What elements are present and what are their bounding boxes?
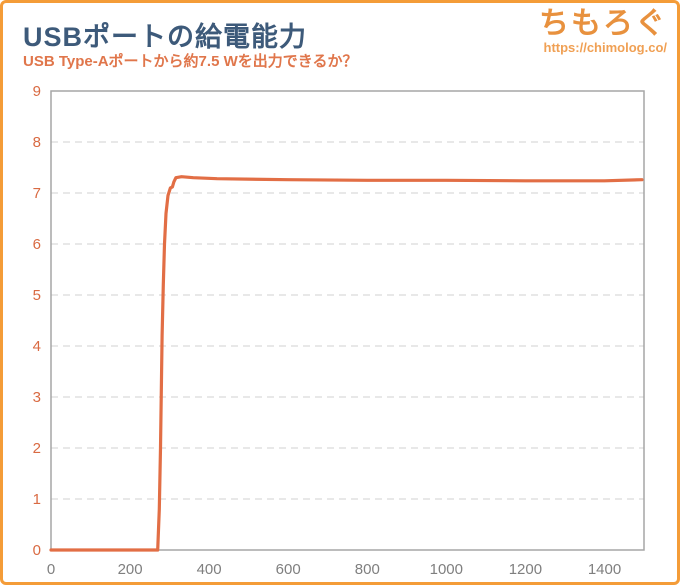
y-tick-label: 1: [33, 491, 41, 508]
site-url: https://chimolog.co/: [543, 40, 668, 55]
y-tick-label: 2: [33, 440, 41, 457]
y-tick-label: 8: [33, 134, 41, 151]
x-tick-label: 800: [355, 561, 380, 578]
y-tick-label: 5: [33, 287, 41, 304]
x-tick-label: 0: [47, 561, 55, 578]
y-tick-label: 4: [33, 338, 41, 355]
x-tick-label: 200: [118, 561, 143, 578]
power-line: [49, 175, 644, 552]
x-tick-label: 1400: [588, 561, 621, 578]
site-branding: ちもろぐ https://chimolog.co/: [539, 7, 667, 55]
y-tick-label: 9: [33, 83, 41, 100]
plot-border: [50, 90, 645, 551]
x-tick-label: 600: [276, 561, 301, 578]
site-logo: ちもろぐ: [539, 7, 667, 40]
power-line-chart: 0 1 2 3 4 5 6 7 8 9 0 200 400 600 800 1000 1200 1400: [33, 83, 645, 578]
x-tick-label: 400: [197, 561, 222, 578]
page-title: USBポートの給電能力: [23, 22, 308, 52]
y-tick-label: 3: [33, 389, 41, 406]
page-subtitle: USB Type-Aポートから約7.5 Wを出力できるか？: [23, 53, 358, 70]
x-tick-label: 1200: [509, 561, 542, 578]
x-tick-label: 1000: [430, 561, 463, 578]
y-tick-label: 6: [33, 236, 41, 253]
y-tick-label: 7: [33, 185, 41, 202]
y-tick-label: 0: [33, 542, 41, 559]
